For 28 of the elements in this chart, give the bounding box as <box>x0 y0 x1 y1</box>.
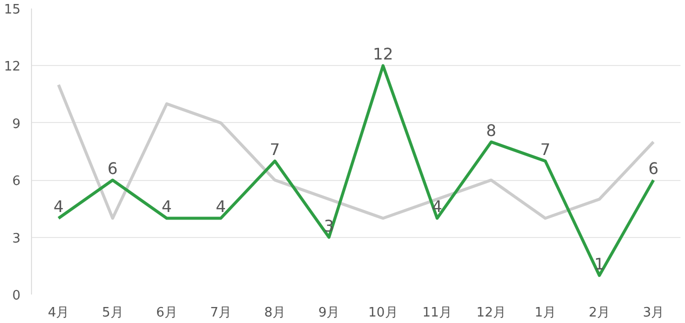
y-tick-label: 0 <box>12 288 21 304</box>
x-tick-label: 10月 <box>368 306 398 320</box>
x-tick-label: 9月 <box>318 306 340 320</box>
x-tick-label: 12月 <box>476 306 506 320</box>
data-label: 12 <box>372 44 394 64</box>
data-label: 7 <box>270 140 280 160</box>
data-label: 7 <box>540 140 550 160</box>
data-label: 8 <box>486 120 496 140</box>
data-label: 6 <box>108 159 118 178</box>
data-label: 6 <box>648 159 659 178</box>
x-tick-label: 1月 <box>534 306 556 320</box>
y-tick-label: 15 <box>4 2 21 18</box>
y-tick-label: 9 <box>12 116 21 132</box>
x-tick-label: 4月 <box>48 306 70 320</box>
y-tick-label: 12 <box>4 60 21 75</box>
x-tick-label: 11月 <box>422 306 452 320</box>
x-tick-label: 5月 <box>102 306 124 320</box>
data-label: 4 <box>216 197 226 216</box>
x-tick-label: 2月 <box>588 306 610 320</box>
data-label: 4 <box>162 197 172 216</box>
y-tick-label: 3 <box>12 231 21 246</box>
x-tick-label: 8月 <box>264 306 286 320</box>
x-tick-label: 6月 <box>156 306 178 320</box>
y-tick-label: 6 <box>12 174 21 190</box>
x-tick-label: 3月 <box>642 306 664 320</box>
data-label: 4 <box>53 197 64 216</box>
x-tick-label: 7月 <box>210 306 232 320</box>
data-label: 1 <box>594 254 604 274</box>
